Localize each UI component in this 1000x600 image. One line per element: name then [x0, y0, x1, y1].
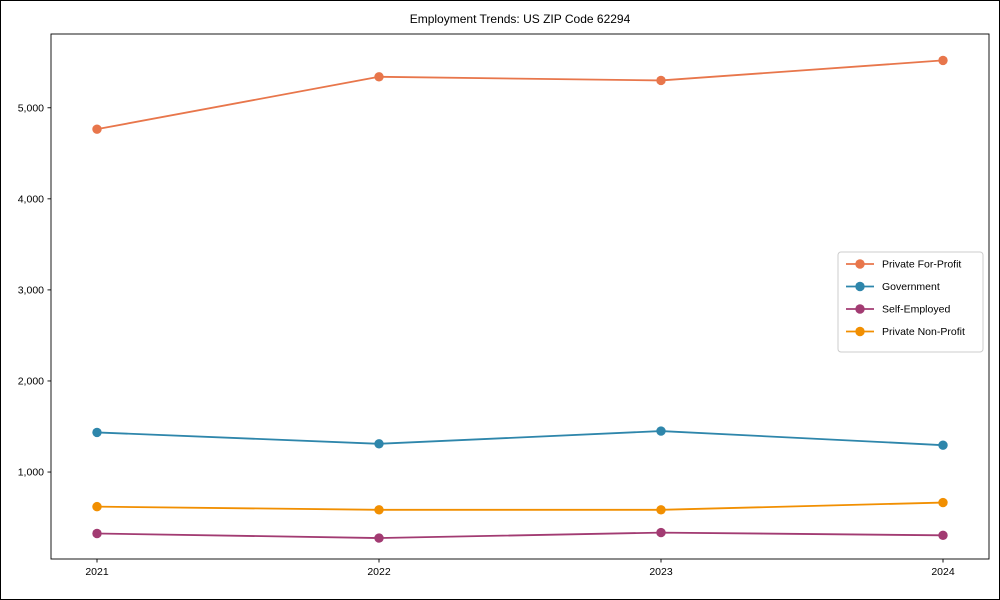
legend-marker [855, 259, 865, 269]
data-point-marker [938, 55, 948, 66]
data-point-marker [656, 527, 666, 538]
data-point-marker [656, 75, 666, 86]
y-tick-label: 5,000 [18, 102, 44, 114]
plot-border [50, 33, 990, 560]
legend-marker [855, 326, 865, 337]
legend: Private For-Profit Government Self-Employe… [837, 251, 984, 353]
data-point-marker [938, 530, 948, 541]
legend-marker [855, 304, 865, 314]
legend-item-label: Government [882, 281, 940, 293]
data-point-marker [374, 533, 384, 543]
legend-item-label: Self-Employed [882, 304, 950, 316]
data-point-marker [374, 439, 384, 449]
legend-item-label: Private Non-Profit [882, 326, 965, 338]
data-point-marker [92, 427, 102, 438]
x-tick-label: 2021 [85, 566, 109, 578]
data-point-marker [374, 505, 384, 515]
y-tick-label: 2,000 [18, 375, 44, 387]
data-point-marker [938, 440, 948, 450]
legend-item-label: Private For-Profit [882, 259, 961, 271]
series-line [96, 430, 944, 447]
chart-title: Employment Trends: US ZIP Code 62294 [410, 12, 631, 26]
legend-box [837, 251, 984, 353]
data-point-marker [92, 501, 102, 512]
series-line [96, 501, 944, 511]
data-point-marker [92, 528, 102, 539]
series-line [96, 531, 944, 539]
data-point-marker [656, 426, 666, 436]
y-tick-label: 3,000 [18, 284, 44, 296]
series-line [96, 59, 944, 131]
x-tick-label: 2024 [931, 566, 955, 578]
y-tick-label: 1,000 [18, 467, 44, 479]
data-point-marker [938, 497, 948, 508]
data-point-marker [656, 505, 666, 515]
data-point-marker [374, 72, 384, 82]
x-tick-label: 2022 [367, 566, 391, 578]
legend-marker [855, 281, 865, 292]
y-tick-label: 4,000 [18, 193, 44, 205]
x-tick-label: 2023 [649, 566, 673, 578]
data-point-marker [92, 124, 102, 134]
